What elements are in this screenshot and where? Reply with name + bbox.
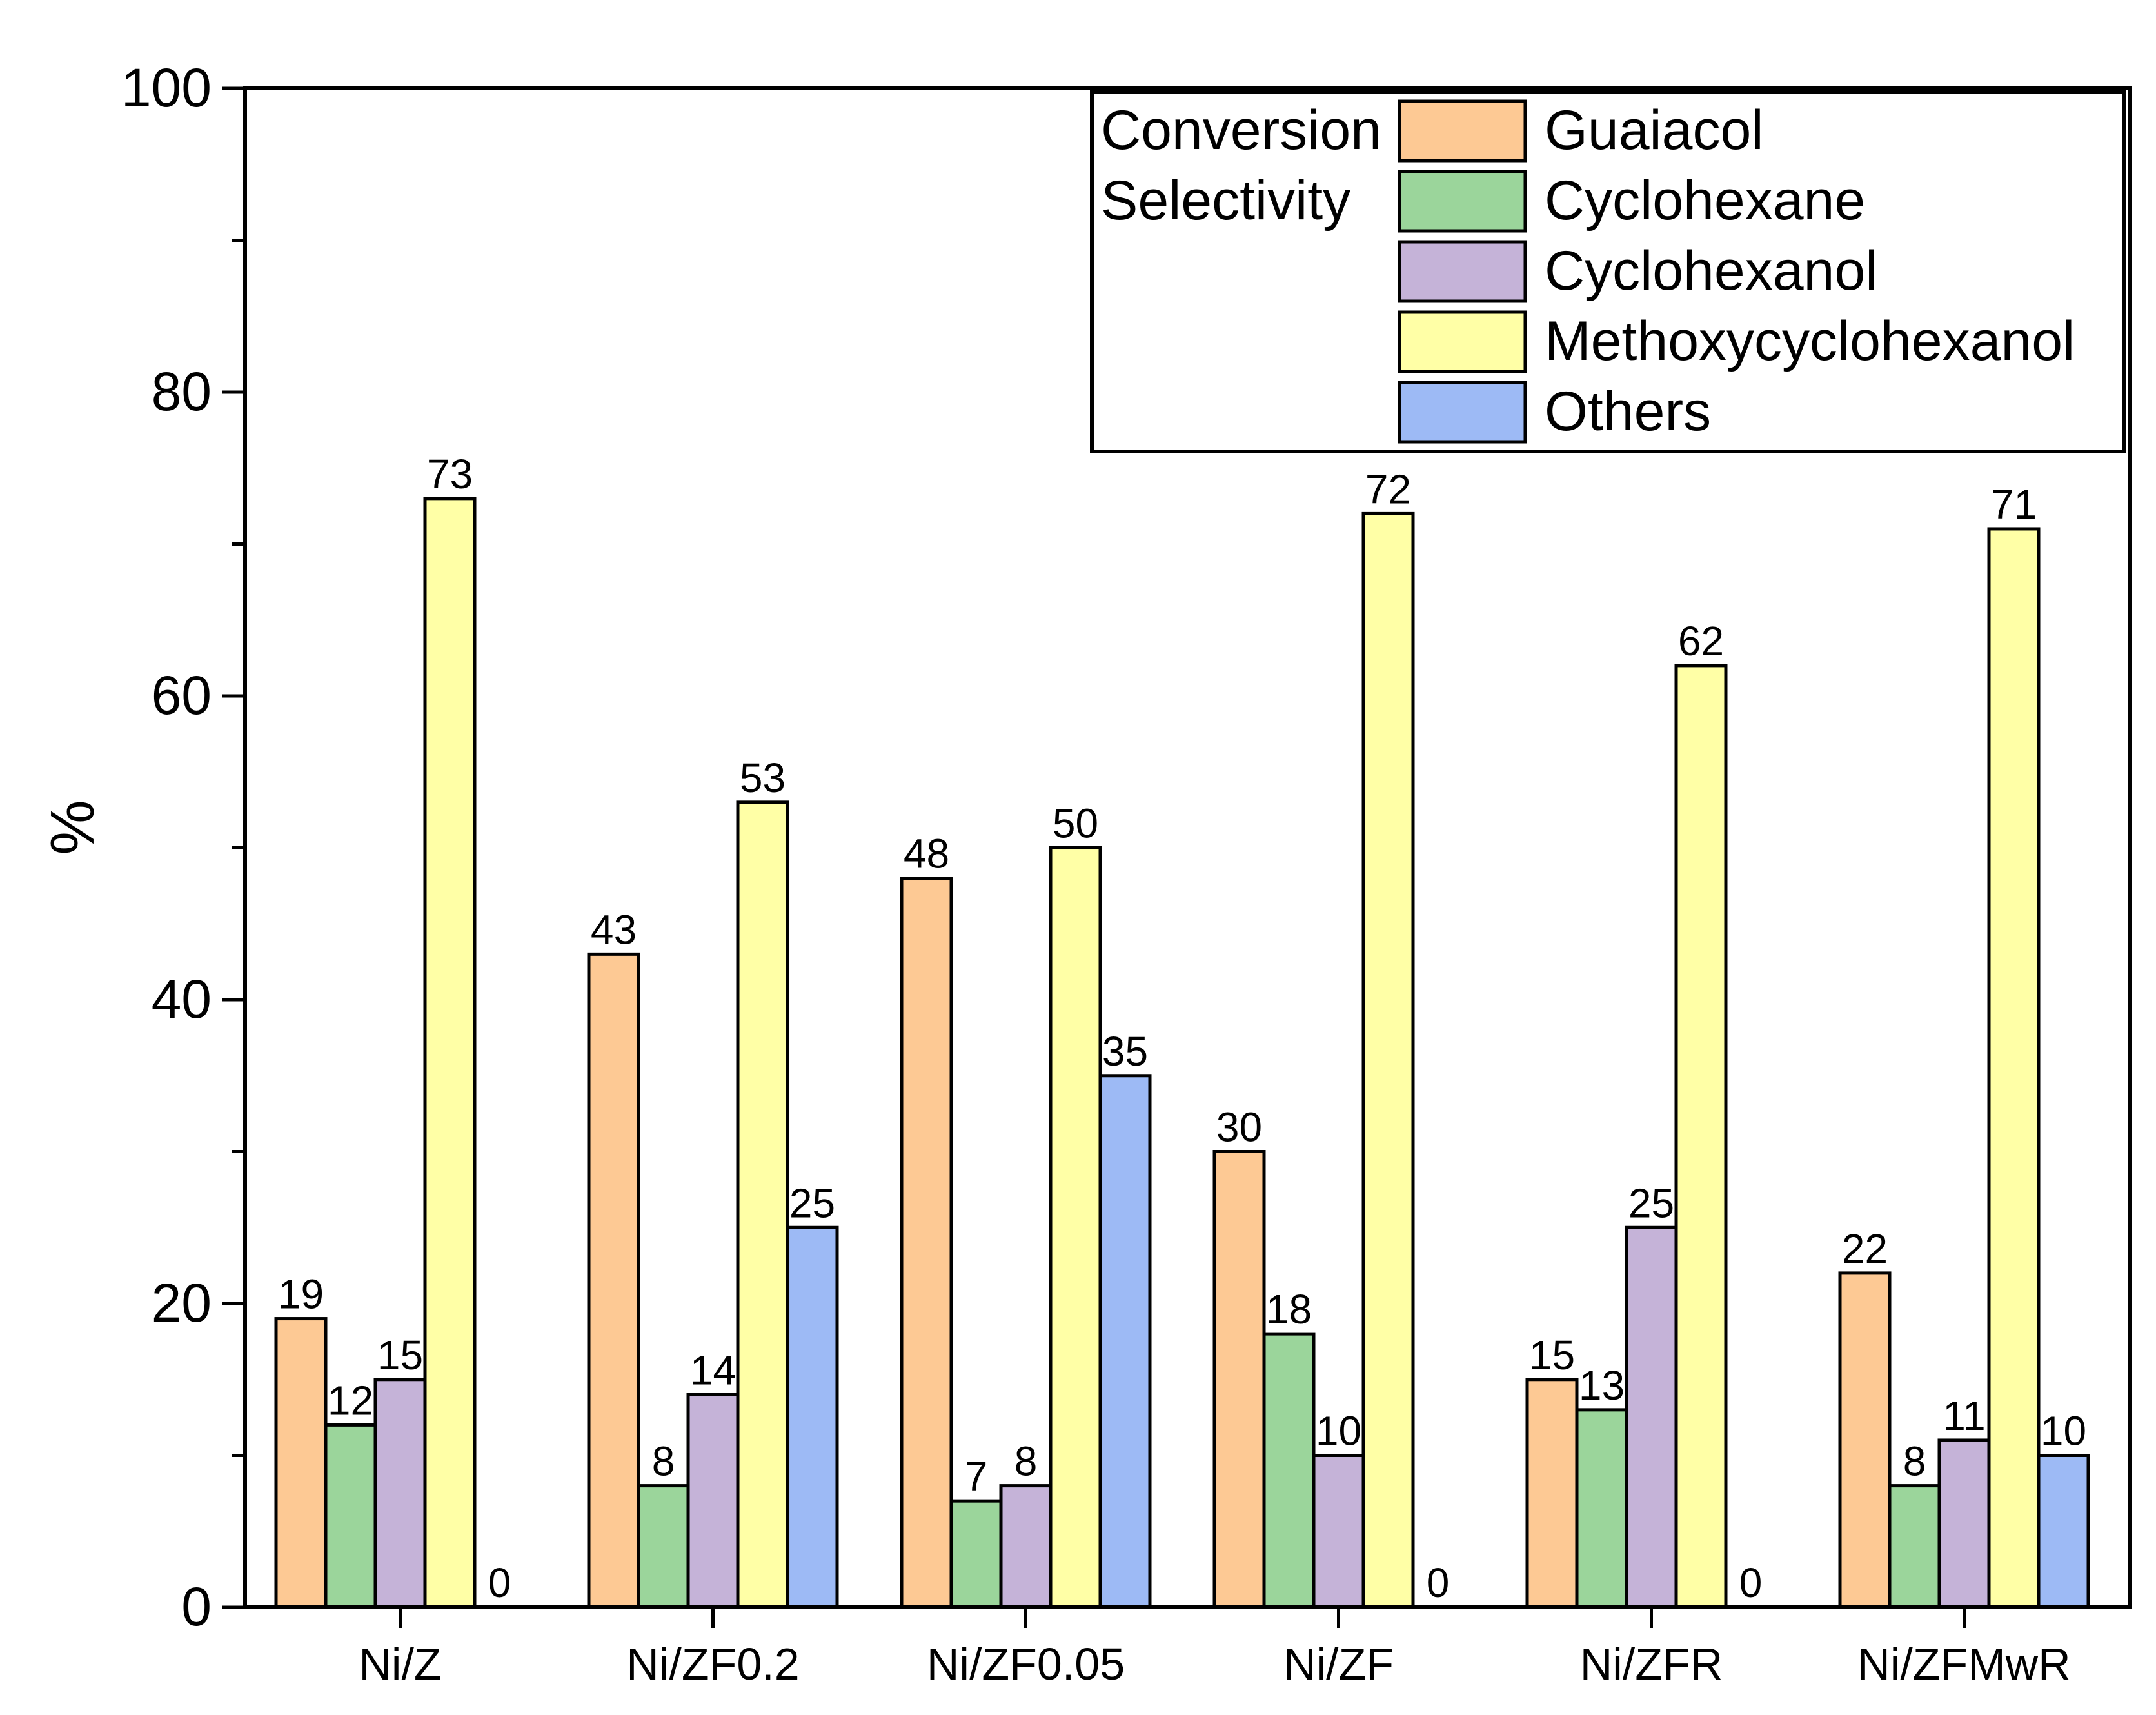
- x-tick-label-3: Ni/ZF0.05: [927, 1639, 1125, 1689]
- y-tick-label-0: 0: [181, 1576, 212, 1637]
- data-label-others-6: 10: [2041, 1408, 2086, 1454]
- data-label-cyclohexane-3: 7: [965, 1453, 988, 1500]
- bar-guaiacol-5: [1525, 1378, 1579, 1609]
- y-tick-label-40: 40: [152, 969, 212, 1029]
- data-label-methoxycyclohexanol-3: 50: [1053, 800, 1098, 847]
- y-axis-label: %: [38, 800, 107, 855]
- bars-layer: [274, 497, 2090, 1609]
- bar-cyclohexanol-4: [1312, 1454, 1365, 1609]
- bar-methoxycyclohexanol-1: [423, 497, 477, 1609]
- bar-cyclohexanol-6: [1937, 1438, 1991, 1609]
- bar-cyclohexane-6: [1888, 1484, 1941, 1609]
- data-label-others-2: 25: [789, 1180, 835, 1226]
- bar-cyclohexane-3: [949, 1499, 1003, 1609]
- bar-guaiacol-4: [1212, 1150, 1266, 1609]
- bar-others-2: [786, 1225, 839, 1609]
- data-label-cyclohexane-1: 12: [328, 1377, 373, 1423]
- bar-cyclohexanol-3: [999, 1484, 1053, 1609]
- y-tick-label-20: 20: [152, 1273, 212, 1333]
- bar-cyclohexanol-2: [686, 1393, 740, 1609]
- data-label-cyclohexanol-2: 14: [690, 1347, 736, 1393]
- data-label-others-4: 0: [1427, 1560, 1450, 1606]
- legend-label-methoxycyclohexanol: Methoxycyclohexanol: [1545, 310, 2075, 372]
- data-label-cyclohexane-4: 18: [1266, 1286, 1312, 1333]
- bar-cyclohexane-4: [1262, 1332, 1316, 1609]
- data-label-cyclohexanol-1: 15: [377, 1332, 423, 1378]
- data-label-guaiacol-3: 48: [904, 831, 949, 877]
- data-label-others-1: 0: [488, 1560, 511, 1606]
- data-label-methoxycyclohexanol-4: 72: [1365, 466, 1411, 512]
- legend-swatch-others: [1398, 381, 1527, 444]
- data-label-guaiacol-1: 19: [278, 1271, 324, 1318]
- bar-methoxycyclohexanol-4: [1361, 511, 1415, 1609]
- bar-guaiacol-6: [1838, 1271, 1892, 1609]
- legend-swatch-guaiacol: [1398, 99, 1527, 163]
- data-label-cyclohexane-2: 8: [652, 1438, 675, 1485]
- bar-methoxycyclohexanol-3: [1049, 846, 1102, 1609]
- bar-methoxycyclohexanol-2: [736, 800, 789, 1609]
- legend-label-cyclohexanol: Cyclohexanol: [1545, 240, 1877, 302]
- data-label-others-5: 0: [1739, 1560, 1763, 1606]
- data-label-cyclohexanol-3: 8: [1014, 1438, 1038, 1485]
- y-tick-label-80: 80: [152, 361, 212, 422]
- bar-guaiacol-1: [274, 1317, 328, 1609]
- data-label-cyclohexane-5: 13: [1579, 1362, 1625, 1409]
- bar-guaiacol-3: [900, 877, 953, 1609]
- legend-group-selectivity: Selectivity: [1101, 170, 1350, 232]
- data-label-cyclohexanol-6: 11: [1943, 1393, 1985, 1439]
- data-label-cyclohexanol-5: 25: [1628, 1180, 1674, 1226]
- y-tick-label-60: 60: [152, 665, 212, 726]
- bar-cyclohexane-5: [1575, 1408, 1628, 1609]
- data-label-guaiacol-4: 30: [1216, 1104, 1262, 1151]
- data-label-guaiacol-5: 15: [1529, 1332, 1575, 1378]
- data-label-others-3: 35: [1102, 1028, 1148, 1075]
- bar-cyclohexanol-1: [373, 1378, 427, 1609]
- data-label-guaiacol-2: 43: [591, 906, 637, 953]
- data-label-methoxycyclohexanol-6: 71: [1991, 481, 2037, 528]
- data-label-cyclohexane-6: 8: [1903, 1438, 1926, 1485]
- legend-label-guaiacol: Guaiacol: [1545, 99, 1763, 161]
- bar-guaiacol-2: [587, 952, 640, 1609]
- bar-others-6: [2037, 1454, 2090, 1609]
- bar-methoxycyclohexanol-6: [1987, 527, 2041, 1609]
- x-tick-label-1: Ni/Z: [359, 1639, 441, 1689]
- x-tick-label-6: Ni/ZFMwR: [1857, 1639, 2070, 1689]
- legend-swatch-cyclohexanol: [1398, 240, 1527, 303]
- data-label-methoxycyclohexanol-2: 53: [740, 755, 786, 801]
- data-label-guaiacol-6: 22: [1842, 1225, 1888, 1272]
- bar-cyclohexanol-5: [1625, 1225, 1678, 1609]
- data-label-cyclohexanol-4: 10: [1316, 1408, 1361, 1454]
- x-tick-label-4: Ni/ZF: [1283, 1639, 1394, 1689]
- data-label-methoxycyclohexanol-1: 73: [427, 451, 473, 497]
- bar-cyclohexane-2: [637, 1484, 690, 1609]
- x-tick-label-5: Ni/ZFR: [1580, 1639, 1723, 1689]
- y-tick-label-100: 100: [121, 57, 212, 118]
- legend-group-conversion: Conversion: [1101, 99, 1381, 161]
- bar-cyclohexane-1: [324, 1423, 377, 1609]
- legend-box: [1090, 90, 2126, 453]
- bar-others-3: [1098, 1074, 1152, 1609]
- bar-methoxycyclohexanol-5: [1674, 664, 1728, 1609]
- legend-swatch-methoxycyclohexanol: [1398, 310, 1527, 373]
- x-tick-label-2: Ni/ZF0.2: [626, 1639, 799, 1689]
- legend-swatch-cyclohexane: [1398, 170, 1527, 233]
- legend: Guaiacol Cyclohexane Cyclohexanol Methoxycy…: [1090, 90, 2126, 453]
- legend-label-others: Others: [1545, 381, 1711, 442]
- data-label-methoxycyclohexanol-5: 62: [1678, 618, 1724, 664]
- legend-label-cyclohexane: Cyclohexane: [1545, 170, 1865, 232]
